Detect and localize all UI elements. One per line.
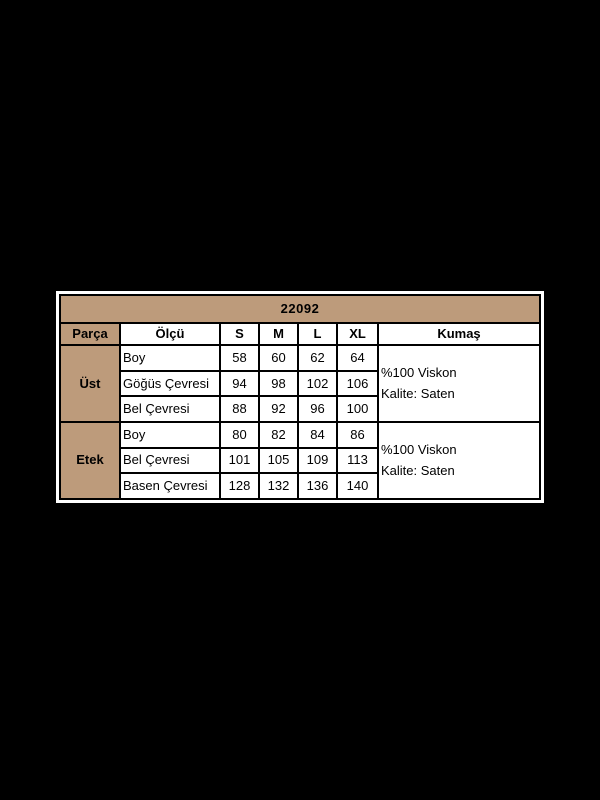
fabric-line: Kalite: Saten — [381, 463, 455, 479]
size-value: 60 — [258, 344, 299, 372]
col-header-parca: Parça — [59, 321, 121, 347]
size-value: 128 — [219, 472, 260, 500]
group-cell-ust: Üst — [59, 344, 121, 424]
measure-label: Bel Çevresi — [119, 395, 221, 424]
size-value: 86 — [336, 421, 379, 449]
size-value: 98 — [258, 369, 299, 398]
size-value: 113 — [336, 446, 379, 475]
col-header-size-m: M — [258, 321, 299, 347]
table-row: Üst Boy 58 60 62 64 %100 Viskon Kalite: … — [59, 344, 541, 424]
fabric-cell: %100 Viskon Kalite: Saten — [377, 344, 541, 424]
size-chart: 22092 Parça Ölçü S M L XL Kumaş Üst Boy … — [56, 291, 544, 503]
measure-label: Basen Çevresi — [119, 472, 221, 500]
col-header-size-l: L — [297, 321, 338, 347]
group-cell-etek: Etek — [59, 421, 121, 500]
table-title-row: 22092 — [59, 294, 541, 324]
fabric-cell: %100 Viskon Kalite: Saten — [377, 421, 541, 500]
size-value: 106 — [336, 369, 379, 398]
size-value: 84 — [297, 421, 338, 449]
measure-label: Bel Çevresi — [119, 446, 221, 475]
size-value: 58 — [219, 344, 260, 372]
fabric-line: %100 Viskon — [381, 441, 457, 457]
fabric-line: Kalite: Saten — [381, 386, 455, 402]
table-row: Etek Boy 80 82 84 86 %100 Viskon Kalite:… — [59, 421, 541, 500]
measure-label: Göğüs Çevresi — [119, 369, 221, 398]
size-value: 94 — [219, 369, 260, 398]
size-value: 102 — [297, 369, 338, 398]
col-header-olcu: Ölçü — [119, 321, 221, 347]
size-value: 140 — [336, 472, 379, 500]
fabric-line: %100 Viskon — [381, 364, 457, 380]
size-value: 109 — [297, 446, 338, 475]
measure-label: Boy — [119, 344, 221, 372]
table-row: Basen Çevresi 128 132 136 140 — [60, 472, 540, 500]
size-table: 22092 Parça Ölçü S M L XL Kumaş Üst Boy … — [59, 294, 541, 500]
size-value: 100 — [336, 395, 379, 424]
size-value: 64 — [336, 344, 379, 372]
size-value: 80 — [219, 421, 260, 449]
col-header-kumas: Kumaş — [377, 321, 541, 347]
measure-label: Boy — [119, 421, 221, 449]
size-value: 101 — [219, 446, 260, 475]
col-header-size-s: S — [219, 321, 260, 347]
table-row: Bel Çevresi 88 92 96 100 — [60, 395, 540, 424]
table-row: Bel Çevresi 101 105 109 113 — [60, 446, 540, 475]
model-code-header: 22092 — [59, 294, 541, 324]
table-row: Göğüs Çevresi 94 98 102 106 — [60, 369, 540, 398]
size-value: 136 — [297, 472, 338, 500]
size-value: 88 — [219, 395, 260, 424]
size-value: 82 — [258, 421, 299, 449]
column-header-row: Parça Ölçü S M L XL Kumaş — [59, 321, 541, 347]
size-value: 62 — [297, 344, 338, 372]
col-header-size-xl: XL — [336, 321, 379, 347]
size-value: 96 — [297, 395, 338, 424]
size-value: 92 — [258, 395, 299, 424]
size-value: 132 — [258, 472, 299, 500]
size-value: 105 — [258, 446, 299, 475]
